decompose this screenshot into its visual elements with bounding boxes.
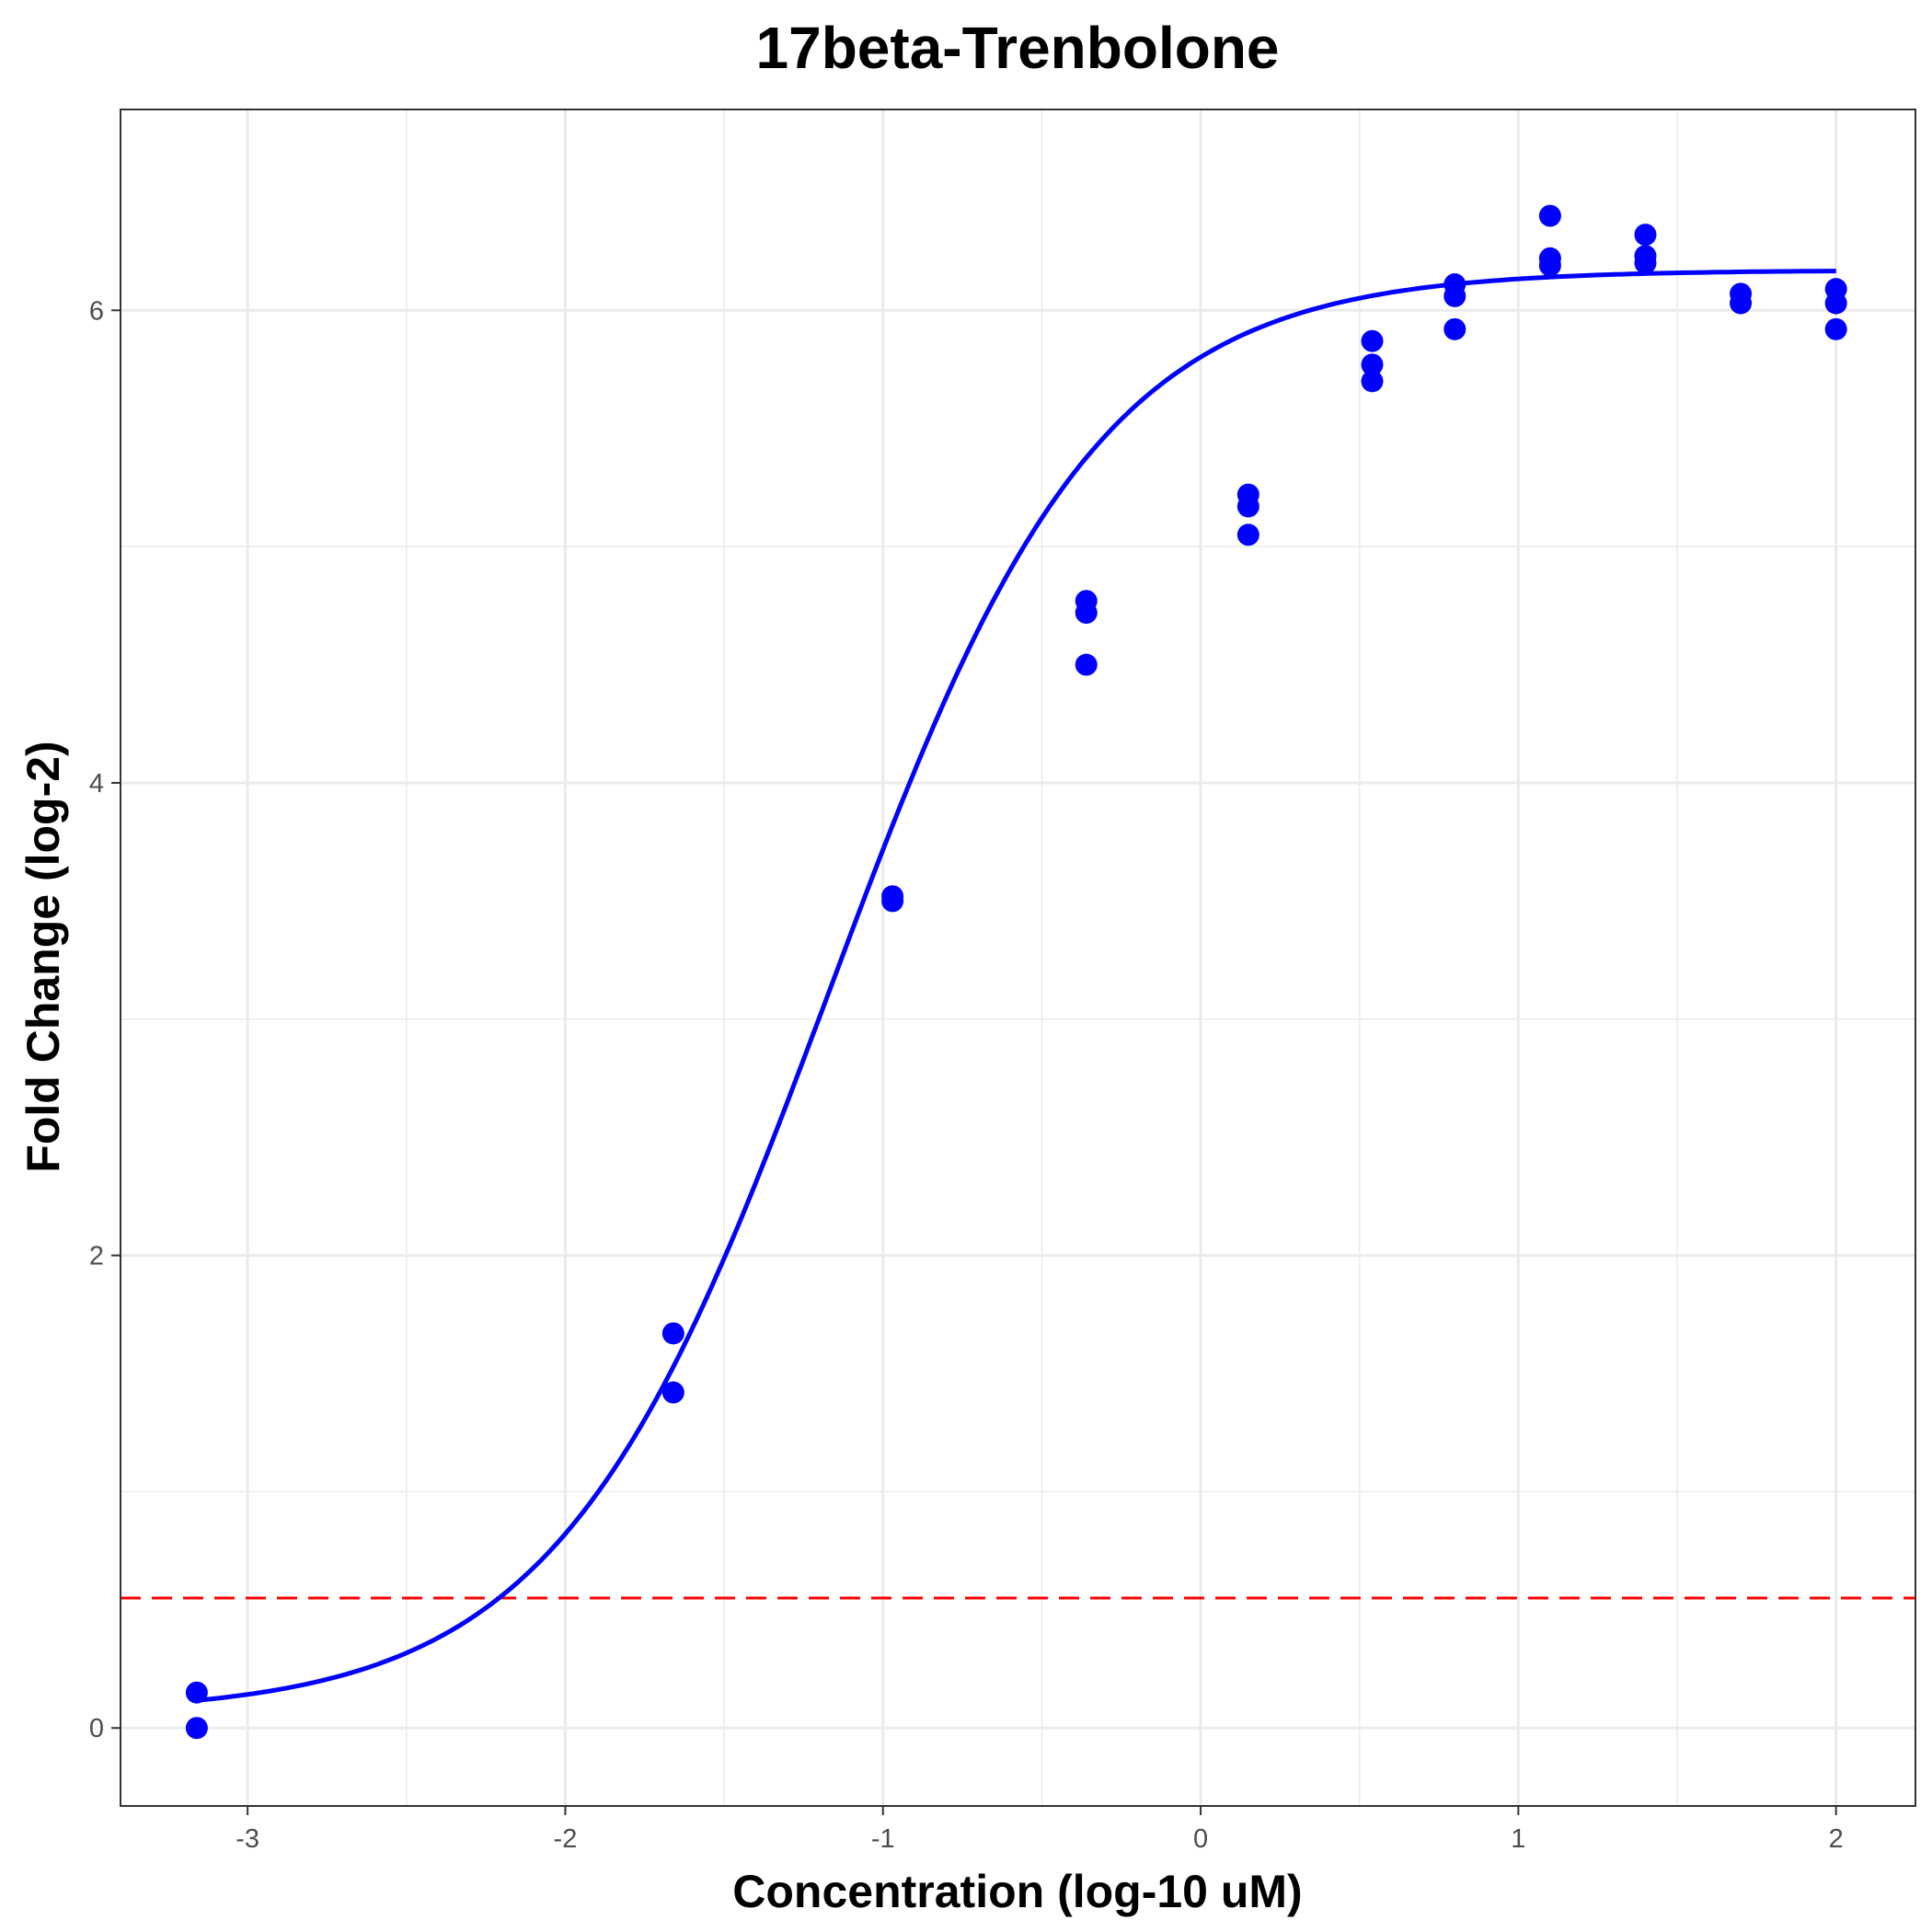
data-point bbox=[881, 890, 904, 913]
x-tick-label: -1 bbox=[871, 1824, 895, 1854]
data-point bbox=[1730, 292, 1753, 315]
y-axis-title: Fold Change (log-2) bbox=[17, 741, 69, 1172]
x-tick-label: 1 bbox=[1511, 1824, 1525, 1854]
data-points bbox=[185, 204, 1847, 1740]
major-gridlines bbox=[121, 109, 1915, 1806]
data-point bbox=[1236, 495, 1259, 518]
chart-title: 17beta-Trenbolone bbox=[756, 15, 1280, 81]
data-point bbox=[1824, 317, 1847, 340]
x-tick-label: -3 bbox=[236, 1824, 259, 1854]
data-point bbox=[1538, 254, 1561, 277]
data-point bbox=[185, 1717, 208, 1740]
plot-panel-border bbox=[120, 109, 1916, 1807]
data-point bbox=[1361, 353, 1384, 376]
x-axis-ticks: -3 -2 -1 0 1 2 bbox=[236, 1806, 1844, 1854]
y-axis-ticks: 0 2 4 6 bbox=[89, 296, 121, 1743]
x-axis-title: Concentration (log-10 uM) bbox=[732, 1866, 1302, 1917]
data-point bbox=[1634, 251, 1657, 274]
x-tick-label: 2 bbox=[1829, 1824, 1844, 1854]
y-tick-label: 4 bbox=[89, 769, 104, 799]
minor-gridlines bbox=[121, 109, 1915, 1806]
data-point bbox=[1075, 653, 1098, 676]
data-point bbox=[1824, 292, 1847, 315]
y-tick-label: 6 bbox=[89, 296, 104, 326]
data-point bbox=[661, 1322, 684, 1345]
fit-curve bbox=[196, 269, 1836, 1703]
data-point bbox=[661, 1381, 684, 1404]
data-point bbox=[1634, 224, 1657, 247]
data-point bbox=[1361, 370, 1384, 393]
x-tick-label: 0 bbox=[1193, 1824, 1208, 1854]
data-point bbox=[1443, 284, 1466, 307]
data-point bbox=[1538, 204, 1561, 227]
data-point bbox=[1236, 523, 1259, 546]
y-tick-label: 2 bbox=[89, 1242, 104, 1271]
y-tick-label: 0 bbox=[89, 1714, 104, 1743]
data-point bbox=[1075, 602, 1098, 625]
x-tick-label: -2 bbox=[554, 1824, 578, 1854]
data-point bbox=[1361, 329, 1384, 352]
data-point bbox=[1443, 317, 1466, 340]
data-point bbox=[185, 1681, 208, 1704]
